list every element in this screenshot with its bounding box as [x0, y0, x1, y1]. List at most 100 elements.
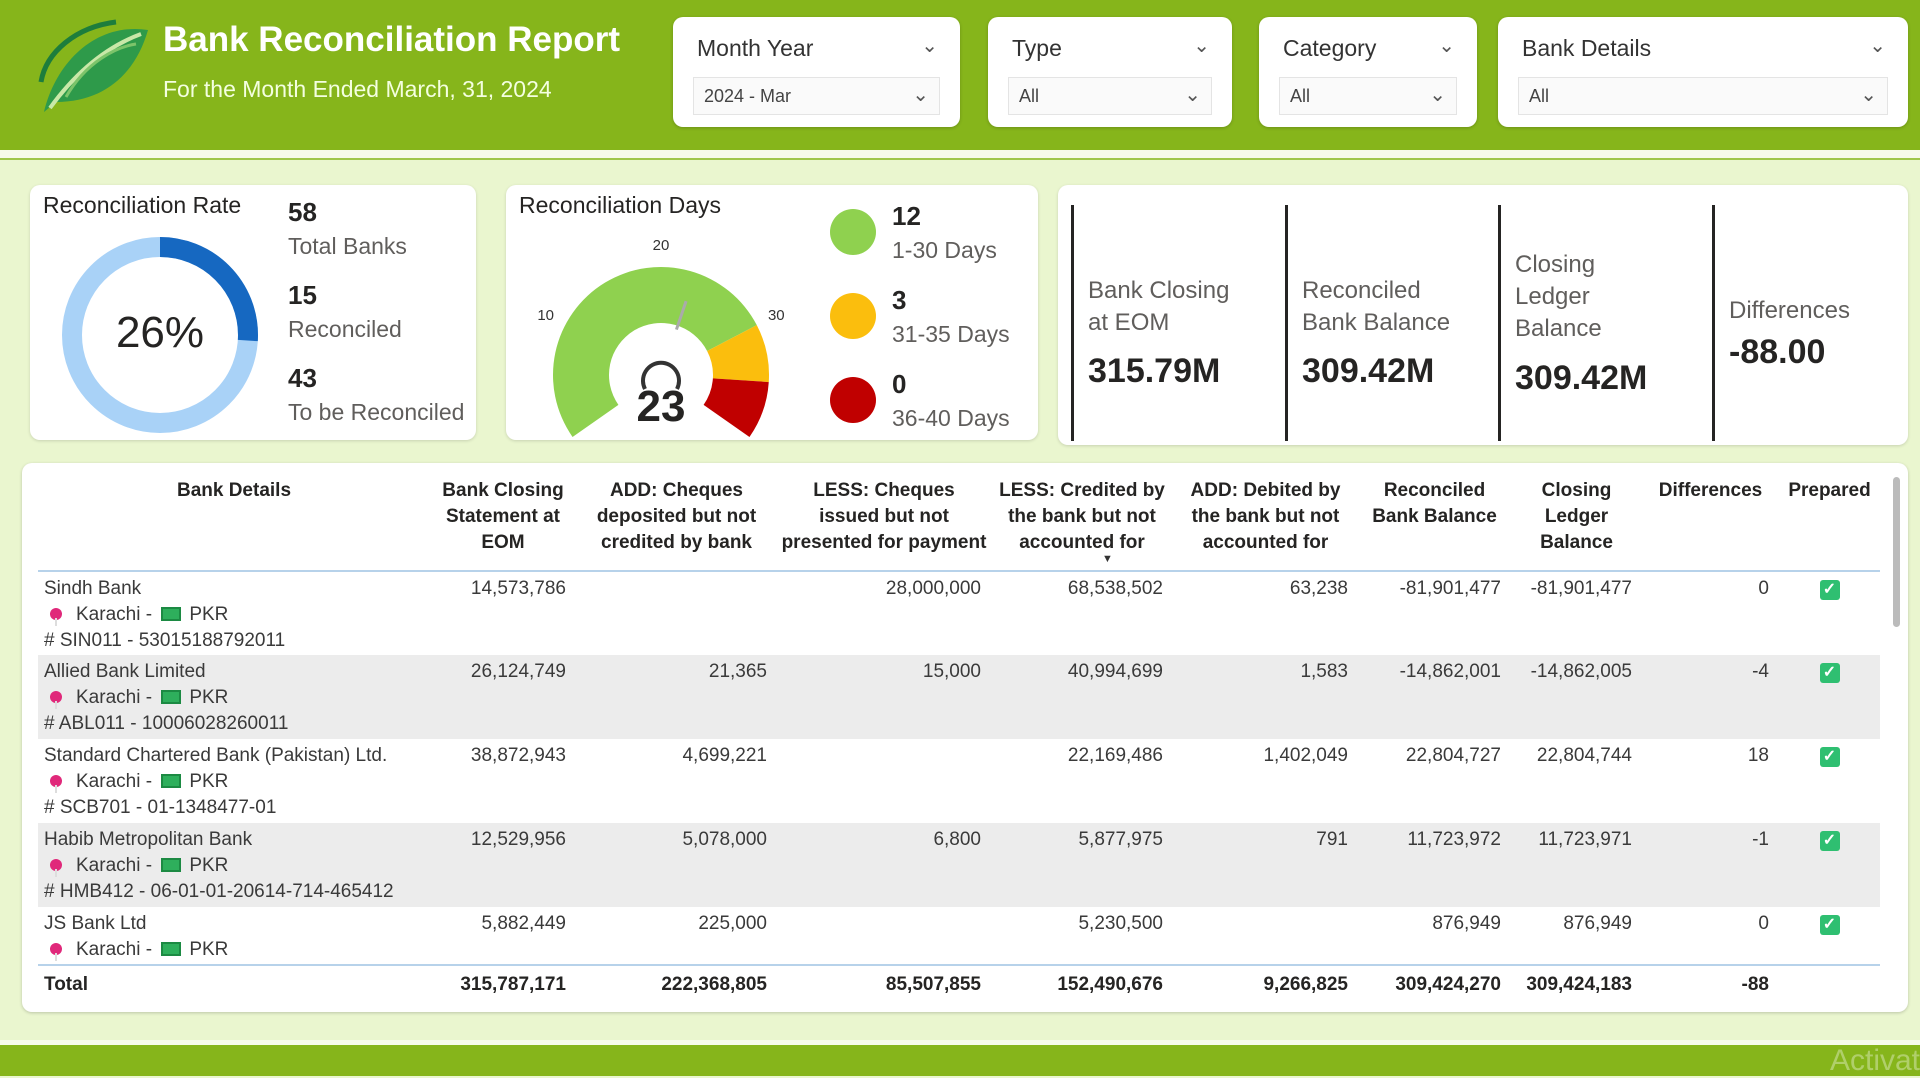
bank-location: Karachi - PKR	[44, 685, 420, 711]
column-header[interactable]: LESS: Credited by the bank but not accou…	[991, 478, 1173, 572]
checkmark-icon: ✓	[1819, 831, 1840, 851]
donut-reconciled-segment[interactable]	[62, 237, 258, 433]
gauge-band-1[interactable]	[707, 325, 769, 383]
city: Karachi	[76, 604, 141, 625]
gauge-band-0[interactable]	[553, 267, 757, 437]
category-dropdown[interactable]: All ⌄	[1279, 77, 1457, 115]
reconciliation-donut[interactable]	[60, 235, 260, 435]
column-header[interactable]: Differences	[1642, 478, 1779, 572]
chevron-down-icon[interactable]: ⌄	[1869, 35, 1886, 57]
bank-details-dropdown[interactable]: All ⌄	[1518, 77, 1888, 115]
column-header[interactable]: Reconciled Bank Balance	[1358, 478, 1511, 572]
table-row[interactable]: Standard Chartered Bank (Pakistan) Ltd. K…	[38, 739, 1880, 823]
table-cell: 1,583	[1173, 655, 1358, 739]
table-cell: -81,901,477	[1530, 578, 1632, 599]
column-header-label: Bank Details	[176, 480, 292, 501]
table-row[interactable]: JS Bank Ltd Karachi - PKR 5,882,449 225,000…	[38, 907, 1880, 965]
column-header[interactable]: LESS: Cheques issued but not presented f…	[777, 478, 991, 572]
column-header[interactable]: Bank Closing Statement at EOM	[430, 478, 576, 572]
bank-location: Karachi - PKR	[44, 602, 420, 628]
table-scrollbar[interactable]	[1893, 477, 1900, 627]
chevron-down-icon[interactable]: ⌄	[1429, 84, 1446, 106]
account-number: # SIN011 - 53015188792011	[44, 630, 286, 651]
table-cell: 26,124,749	[430, 655, 576, 739]
legend-count: 0	[892, 369, 907, 399]
total-banks-label: Total Banks	[288, 233, 407, 259]
column-header[interactable]: Bank Details	[38, 478, 430, 572]
legend-label: 1-30 Days	[892, 237, 997, 263]
kpi-label: Closing Ledger Balance	[1515, 251, 1602, 342]
gauge-value: 23	[636, 382, 686, 431]
total-cell: 222,368,805	[576, 964, 777, 1005]
rate-percent: 26%	[115, 308, 205, 357]
total-row: Total 315,787,171 222,368,805 85,507,855 152…	[38, 964, 1880, 1005]
table-cell: 4,699,221	[682, 745, 767, 766]
legend-dot-icon	[830, 293, 876, 339]
table-cell: -14,862,005	[1511, 655, 1642, 739]
table-row[interactable]: Allied Bank Limited Karachi - PKR # ABL011…	[38, 655, 1880, 739]
column-header[interactable]: Closing Ledger Balance	[1511, 478, 1642, 572]
city: Karachi	[76, 687, 141, 708]
table-cell: -81,901,477	[1399, 578, 1501, 599]
reconciliation-days-gauge[interactable]: 010203040	[526, 225, 796, 440]
location-pin-icon	[50, 859, 62, 877]
reconciled-count: 15	[288, 280, 317, 310]
pending-count: 43	[288, 363, 317, 393]
table-cell: 11,723,972	[1358, 823, 1511, 907]
table-cell: 40,994,699	[991, 655, 1173, 739]
checkmark-icon: ✓	[1819, 915, 1840, 935]
table-cell: 18	[1747, 745, 1769, 766]
chevron-down-icon[interactable]: ⌄	[1184, 84, 1201, 106]
column-header[interactable]: ADD: Cheques deposited but not credited …	[576, 478, 777, 572]
total-cell: 309,424,183	[1511, 964, 1642, 1005]
chevron-down-icon[interactable]: ⌄	[1193, 35, 1210, 57]
slicer-type[interactable]: Type ⌄ All ⌄	[988, 17, 1232, 127]
bank-name: Allied Bank Limited	[44, 661, 206, 682]
slicer-month-year[interactable]: Month Year ⌄ 2024 - Mar ⌄	[673, 17, 960, 127]
total-cell: 9,266,825	[1173, 964, 1358, 1005]
divider	[1712, 205, 1715, 441]
sort-descending-icon[interactable]: ▼	[1102, 553, 1113, 565]
chevron-down-icon[interactable]: ⌄	[912, 84, 929, 106]
slicer-category[interactable]: Category ⌄ All ⌄	[1259, 17, 1477, 127]
table-cell	[1173, 907, 1358, 965]
bank-details-cell: Allied Bank Limited Karachi - PKR # ABL011…	[38, 655, 430, 739]
currency-icon	[161, 942, 182, 956]
table-cell: 225,000	[698, 913, 767, 934]
currency-icon	[161, 607, 182, 621]
slicer-bank-details[interactable]: Bank Details ⌄ All ⌄	[1498, 17, 1908, 127]
kpi-label: Reconciled Bank Balance	[1302, 277, 1451, 336]
reconciliation-rate-card: Reconciliation Rate 26% 58 Total Banks 1…	[30, 185, 476, 440]
column-header[interactable]: Prepared	[1779, 478, 1880, 572]
table-cell: 14,573,786	[470, 578, 566, 599]
table-cell: 22,169,486	[1067, 745, 1163, 766]
slicer-value: All	[1019, 86, 1040, 106]
divider	[1285, 205, 1288, 441]
chevron-down-icon[interactable]: ⌄	[921, 35, 938, 57]
total-banks-count: 58	[288, 197, 317, 227]
table-cell	[777, 907, 991, 965]
column-header[interactable]: ADD: Debited by the bank but not account…	[1173, 478, 1358, 572]
currency: PKR	[189, 855, 229, 876]
type-dropdown[interactable]: All ⌄	[1008, 77, 1212, 115]
month-year-dropdown[interactable]: 2024 - Mar ⌄	[693, 77, 940, 115]
chevron-down-icon[interactable]: ⌄	[1438, 35, 1455, 57]
footer-bar	[0, 1045, 1920, 1076]
table-cell: 876,949	[1432, 913, 1501, 934]
gauge-tick-label: 20	[653, 237, 670, 254]
chevron-down-icon[interactable]: ⌄	[1860, 84, 1877, 106]
divider	[0, 150, 1920, 158]
table-row[interactable]: Sindh Bank Karachi - PKR # SIN011 - 530151…	[38, 571, 1880, 655]
legend-count: 12	[892, 201, 921, 231]
gauge-tick-label: 30	[768, 307, 785, 324]
gauge-hub-icon	[641, 360, 681, 390]
bank-name: Habib Metropolitan Bank	[44, 829, 253, 850]
legend-label: 31-35 Days	[892, 321, 1010, 347]
table-cell: 5,877,975	[991, 823, 1173, 907]
gauge-band-2[interactable]	[703, 378, 769, 437]
total-cell: 309,424,270	[1358, 964, 1511, 1005]
column-header-label: Prepared	[1788, 480, 1871, 501]
currency-icon	[161, 690, 182, 704]
table-row[interactable]: Habib Metropolitan Bank Karachi - PKR # HM…	[38, 823, 1880, 907]
total-label: Total	[38, 964, 430, 1005]
